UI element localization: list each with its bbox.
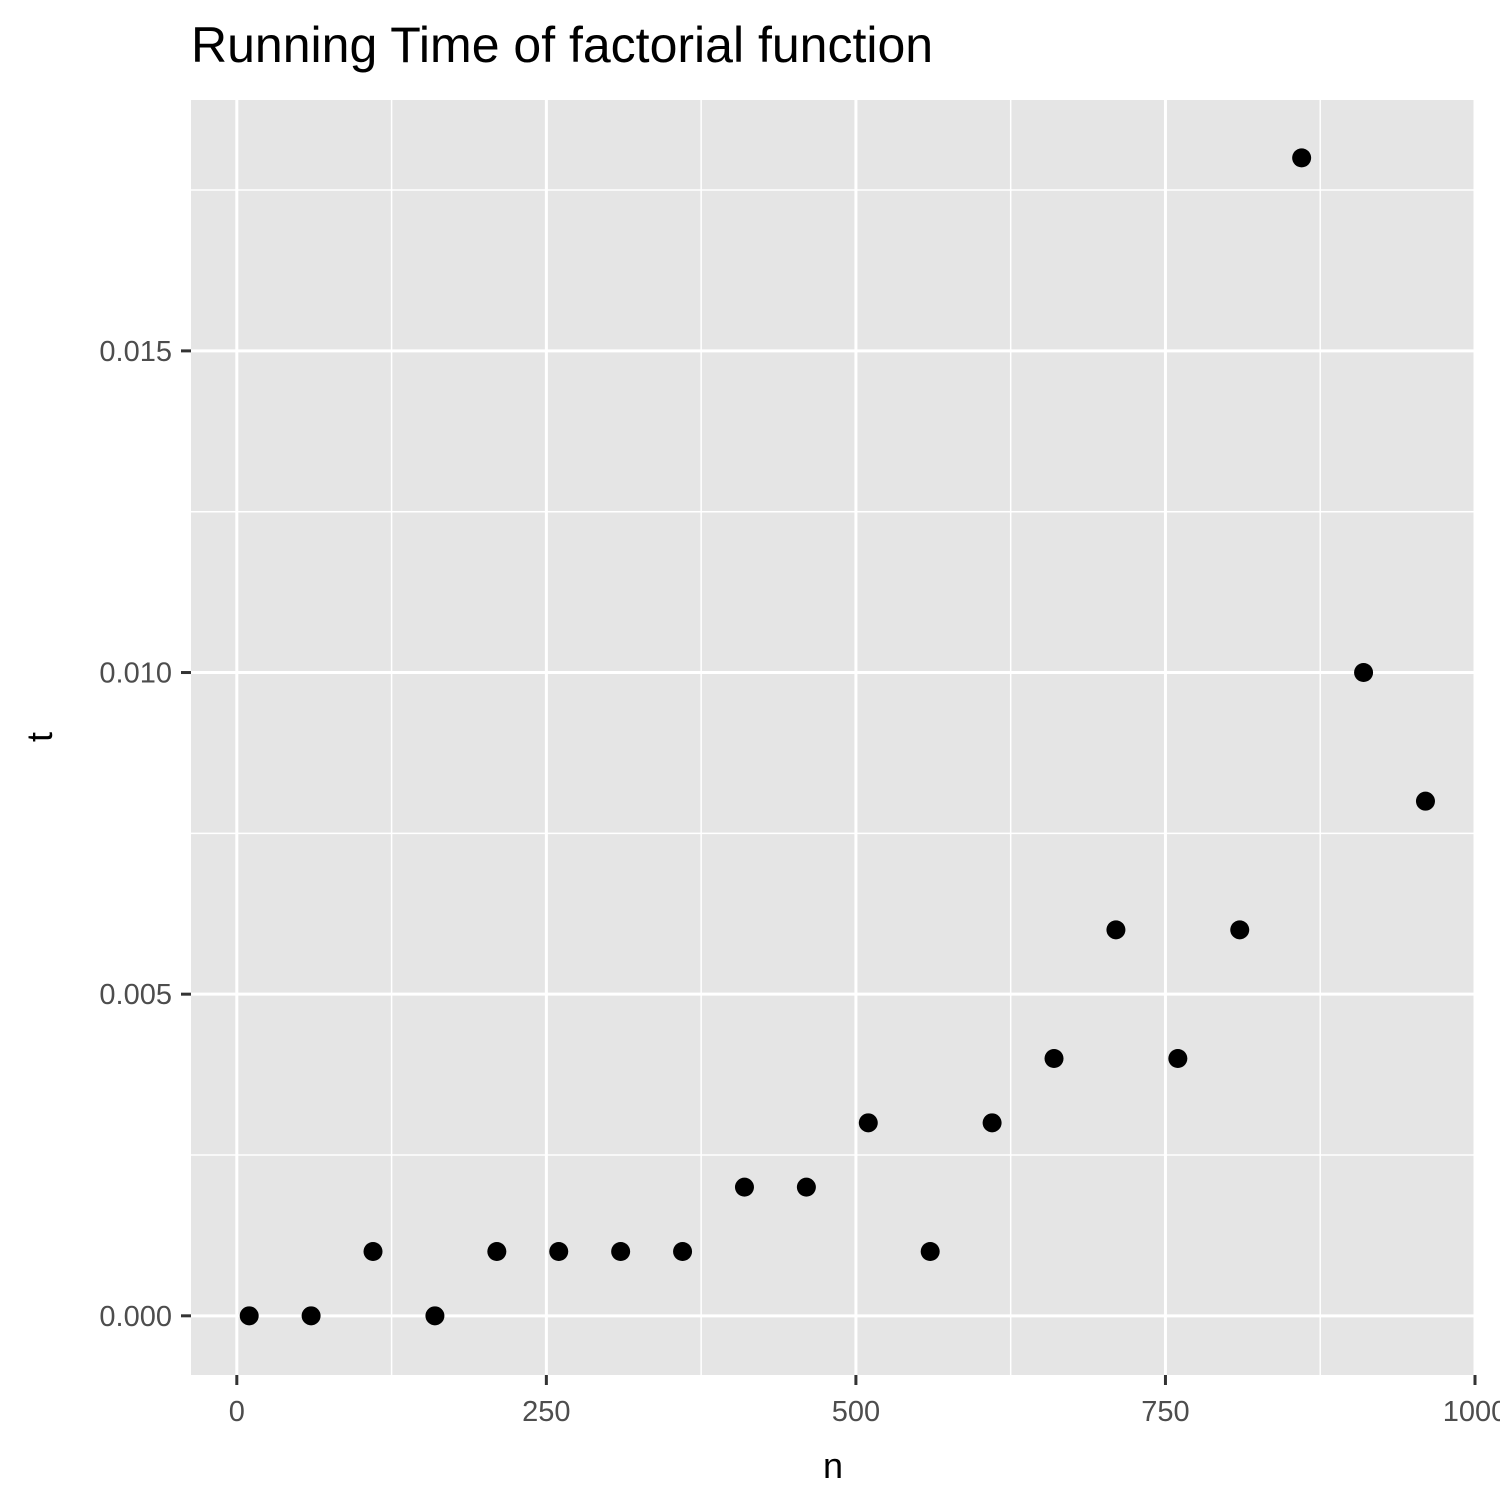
data-point bbox=[1044, 1049, 1064, 1069]
data-point bbox=[673, 1241, 693, 1261]
data-point bbox=[858, 1113, 878, 1133]
data-point bbox=[1415, 791, 1435, 811]
data-point bbox=[1168, 1049, 1188, 1069]
data-point bbox=[1230, 920, 1250, 940]
x-axis-title: n bbox=[823, 1445, 843, 1486]
x-tick-label: 250 bbox=[522, 1396, 570, 1428]
data-point bbox=[734, 1177, 754, 1197]
data-point bbox=[239, 1306, 259, 1326]
data-point bbox=[1354, 663, 1374, 683]
data-point bbox=[920, 1241, 940, 1261]
x-tick-label: 0 bbox=[229, 1396, 245, 1428]
data-point bbox=[1292, 148, 1312, 168]
chart-title: Running Time of factorial function bbox=[191, 17, 933, 73]
x-tick-label: 500 bbox=[832, 1396, 880, 1428]
data-point bbox=[425, 1306, 445, 1326]
y-axis-title: t bbox=[19, 732, 60, 742]
x-tick-label: 750 bbox=[1141, 1396, 1189, 1428]
data-points bbox=[239, 148, 1435, 1326]
data-point bbox=[611, 1241, 631, 1261]
data-point bbox=[487, 1241, 507, 1261]
y-tick-label: 0.000 bbox=[99, 1301, 172, 1333]
data-point bbox=[1106, 920, 1126, 940]
grid-lines bbox=[191, 100, 1477, 1375]
axis-ticks: 0 250 500 750 1000 0.000 0.005 0.010 0.015 bbox=[99, 336, 1500, 1428]
data-point bbox=[363, 1241, 383, 1261]
data-point bbox=[549, 1241, 569, 1261]
plot-panel bbox=[191, 100, 1475, 1375]
x-tick-label: 1000 bbox=[1443, 1396, 1500, 1428]
data-point bbox=[301, 1306, 321, 1326]
y-tick-label: 0.015 bbox=[99, 336, 172, 368]
y-tick-label: 0.010 bbox=[99, 658, 172, 690]
data-point bbox=[982, 1113, 1002, 1133]
y-tick-label: 0.005 bbox=[99, 979, 172, 1011]
data-point bbox=[796, 1177, 816, 1197]
